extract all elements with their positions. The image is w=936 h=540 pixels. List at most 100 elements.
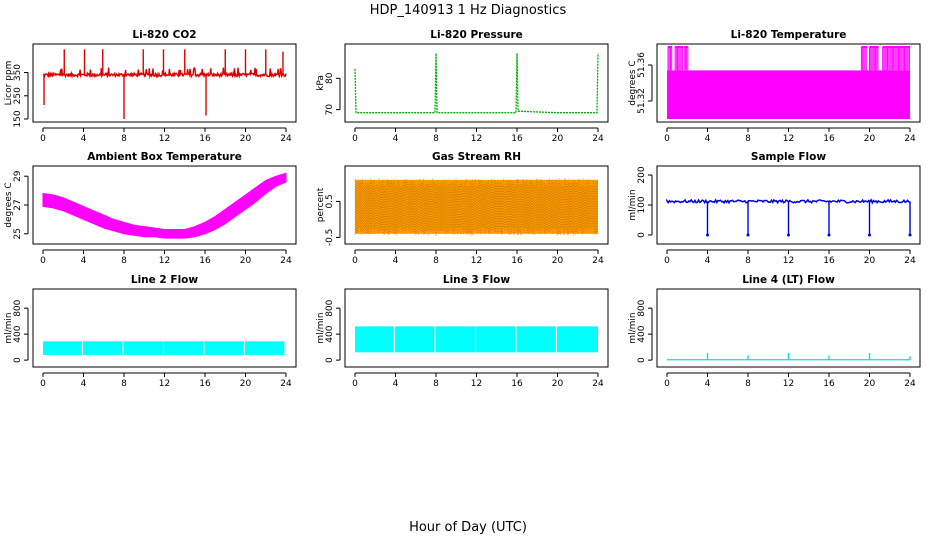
x-tick-label: 16	[823, 379, 835, 389]
series-line2	[43, 341, 286, 355]
plot-frame	[656, 288, 921, 368]
x-tick-label: 24	[592, 256, 604, 266]
x-tick-label: 12	[783, 379, 794, 389]
x-tick-label: 16	[199, 379, 211, 389]
plot-frame	[344, 165, 609, 245]
panel-pressure: Li-820 Pressure kPa 0 4 8 12 16 20 24 70 80	[316, 29, 609, 144]
y-axis-label: ml/min	[316, 312, 326, 343]
y-axis-label: degrees C	[628, 60, 638, 105]
panel-title: Li-820 Pressure	[430, 29, 523, 41]
panel-title: Line 2 Flow	[131, 274, 198, 286]
line2-band	[43, 341, 286, 355]
panel-co2: Li-820 CO2 Licor ppm 0 4 8 12 16 20 24 150 250 350	[4, 29, 297, 144]
sample-flow-dip-point	[746, 233, 750, 237]
y-tick-label: 400	[637, 325, 647, 342]
x-tick-label: 24	[904, 379, 916, 389]
panel-title: Li-820 CO2	[132, 29, 196, 41]
co2-line	[43, 66, 287, 79]
x-tick-label: 16	[823, 134, 835, 144]
y-axis-label: ml/min	[628, 189, 638, 220]
x-tick-label: 12	[783, 256, 794, 266]
plot-frame	[656, 43, 921, 123]
panel-title: Gas Stream RH	[432, 151, 521, 163]
x-tick-label: 0	[664, 379, 670, 389]
x-tick-label: 20	[552, 379, 564, 389]
sample-flow-dip-point	[908, 233, 912, 237]
y-tick-label: -0.5	[325, 229, 335, 247]
plot-frame	[32, 43, 297, 123]
panel-temperature: Li-820 Temperature degrees C 0 4 8 12 16 20 24 51…	[628, 29, 921, 144]
y-tick-label: 800	[325, 299, 335, 316]
plot-frame	[344, 288, 609, 368]
y-tick-label: 800	[13, 299, 23, 316]
x-tick-label: 0	[40, 256, 46, 266]
x-tick-label: 20	[864, 379, 876, 389]
figure-xlabel: Hour of Day (UTC)	[409, 520, 527, 535]
x-tick-label: 0	[664, 134, 670, 144]
panel-sample_flow: Sample Flow ml/min 0 4 8 12 16 20 24 0 100 200	[628, 151, 921, 266]
y-axis-label: ml/min	[4, 312, 14, 343]
plot-frame	[32, 288, 297, 368]
x-tick-label: 8	[745, 379, 751, 389]
series-box_temp	[42, 172, 287, 239]
x-tick-label: 4	[393, 256, 399, 266]
plot-frame	[656, 165, 921, 245]
y-tick-label: 350	[13, 64, 23, 81]
y-tick-label: 29	[13, 170, 23, 182]
y-tick-label: 0	[637, 357, 647, 363]
x-tick-label: 20	[240, 379, 252, 389]
x-tick-label: 16	[511, 256, 523, 266]
x-tick-label: 0	[352, 134, 358, 144]
line3-band	[355, 326, 598, 353]
panel-line2: Line 2 Flow ml/min 0 4 8 12 16 20 24 0 400 800	[4, 274, 297, 389]
panel-title: Line 3 Flow	[443, 274, 510, 286]
x-tick-label: 24	[280, 379, 292, 389]
sample-flow-line	[666, 198, 911, 205]
x-tick-label: 20	[552, 134, 564, 144]
y-tick-label: 200	[637, 166, 647, 183]
x-tick-label: 0	[352, 256, 358, 266]
x-tick-label: 24	[904, 134, 916, 144]
y-axis-label: kPa	[316, 75, 326, 91]
panel-title: Line 4 (LT) Flow	[742, 274, 835, 286]
y-axis-label: percent	[316, 187, 326, 222]
x-tick-label: 4	[393, 379, 399, 389]
x-tick-label: 24	[904, 256, 916, 266]
x-tick-label: 12	[471, 134, 482, 144]
x-tick-label: 20	[864, 134, 876, 144]
panel-line4: Line 4 (LT) Flow ml/min 0 4 8 12 16 20 24 0 400 800	[628, 274, 921, 389]
y-tick-label: 400	[325, 325, 335, 342]
y-tick-label: 150	[13, 110, 23, 127]
panel-line3: Line 3 Flow ml/min 0 4 8 12 16 20 24 0 400 800	[316, 274, 609, 389]
y-axis-label: Licor ppm	[4, 61, 14, 106]
x-tick-label: 8	[433, 134, 439, 144]
series-rh	[354, 178, 598, 236]
x-tick-label: 4	[81, 379, 87, 389]
x-tick-label: 8	[433, 379, 439, 389]
y-axis-label: ml/min	[628, 312, 638, 343]
x-tick-label: 8	[745, 134, 751, 144]
x-tick-label: 4	[705, 379, 711, 389]
figure-title: HDP_140913 1 Hz Diagnostics	[370, 3, 567, 18]
x-tick-label: 8	[433, 256, 439, 266]
temp-band	[667, 70, 910, 119]
y-tick-label: 800	[637, 299, 647, 316]
panel-title: Li-820 Temperature	[731, 29, 847, 41]
panel-title: Ambient Box Temperature	[87, 151, 242, 163]
sample-flow-dip-point	[787, 233, 790, 237]
x-tick-label: 20	[864, 256, 876, 266]
y-tick-label: 0	[325, 357, 335, 363]
rh-noise	[354, 178, 598, 236]
series-line3	[355, 326, 598, 353]
x-tick-label: 20	[240, 134, 252, 144]
x-tick-label: 24	[280, 256, 292, 266]
y-tick-label: 100	[637, 196, 647, 213]
box-temp-band	[42, 172, 287, 239]
x-tick-label: 8	[121, 256, 127, 266]
y-tick-label: 25	[13, 228, 23, 239]
x-tick-label: 4	[81, 134, 87, 144]
x-tick-label: 4	[393, 134, 399, 144]
y-axis-label: degrees C	[4, 182, 14, 227]
